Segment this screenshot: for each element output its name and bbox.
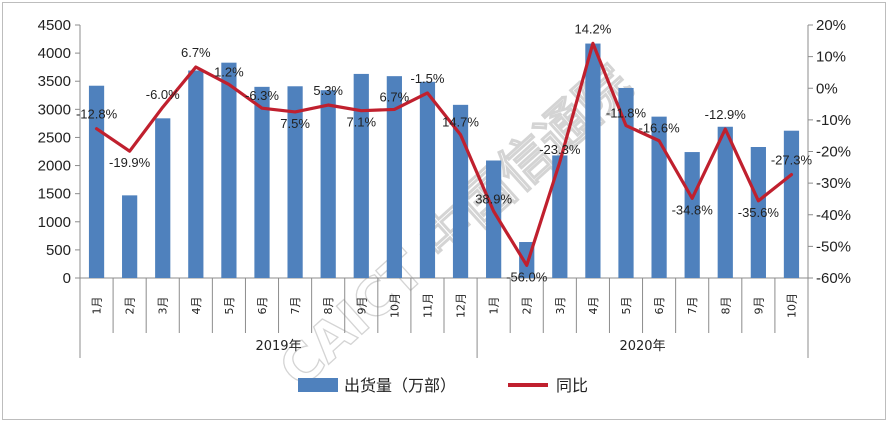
x-axis-category-label: 11月 [421, 293, 434, 318]
legend-label-bar: 出货量（万部） [344, 376, 456, 395]
right-axis-tick-label: 10% [816, 49, 846, 66]
x-axis-category-label: 7月 [686, 297, 699, 315]
bar [618, 87, 634, 278]
bar [122, 195, 138, 278]
bar [452, 104, 469, 278]
x-axis-year-label: 2020年 [619, 339, 665, 354]
x-axis-category-label: 12月 [455, 293, 468, 318]
line-data-label: -1.5% [410, 71, 444, 86]
line-data-label: -12.9% [705, 107, 747, 122]
x-axis-year-label: 2019年 [255, 339, 301, 354]
x-axis-category-label: 3月 [554, 297, 567, 315]
right-axis-tick-label: -40% [816, 207, 851, 224]
x-axis-category-label: 6月 [653, 297, 666, 315]
x-axis-category-label: 5月 [620, 297, 633, 315]
x-axis-category-label: 9月 [355, 297, 368, 315]
line-data-label: -6.0% [146, 87, 180, 102]
line-data-label: -34.8% [672, 202, 714, 217]
bar [155, 118, 171, 278]
line-data-label: 1.2% [214, 64, 244, 79]
line-data-label: -16.6% [638, 121, 680, 136]
bar [717, 126, 733, 278]
bar [783, 130, 800, 278]
line-data-label: 5.3% [313, 83, 343, 98]
right-axis-tick-label: -50% [816, 238, 851, 255]
x-axis-category-label: 10月 [388, 293, 401, 318]
line-data-label: -56.0% [506, 269, 548, 284]
bar [585, 43, 601, 279]
left-axis-tick-label: 2000 [38, 158, 71, 175]
bar [353, 73, 369, 278]
line-data-label: -11.8% [606, 106, 647, 121]
x-axis-category-label: 6月 [256, 297, 269, 315]
bar [419, 81, 436, 278]
legend-swatch-bar [298, 378, 338, 392]
x-axis-category-label: 2月 [521, 297, 534, 315]
line-data-label: 14.7% [442, 115, 479, 130]
bar [651, 116, 667, 279]
legend-label-line: 同比 [556, 376, 588, 395]
line-data-label: -23.3% [539, 142, 581, 157]
x-axis-category-label: 2月 [124, 297, 137, 315]
right-axis-tick-label: -60% [816, 270, 851, 287]
line-data-label: -12.8% [76, 107, 118, 122]
left-axis-tick-label: 0 [63, 270, 71, 287]
right-axis-tick-label: 20% [816, 17, 846, 34]
yoy-line [94, 41, 794, 267]
x-axis-category-label: 8月 [322, 297, 335, 315]
left-axis-tick-label: 500 [46, 242, 71, 259]
bar [386, 76, 402, 278]
left-axis-tick-label: 3500 [38, 73, 71, 90]
x-axis-category-label: 10月 [785, 293, 798, 318]
bar [320, 90, 336, 279]
x-axis-category-label: 9月 [752, 297, 765, 315]
x-axis-category-label: 3月 [157, 297, 170, 315]
left-axis-tick-label: 3000 [38, 101, 71, 118]
bar [254, 86, 270, 278]
bar [552, 155, 568, 278]
left-axis-tick-label: 1000 [38, 214, 71, 231]
left-axis-tick-label: 2500 [38, 129, 71, 146]
line-data-label: 14.2% [574, 21, 611, 36]
x-axis-category-label: 1月 [91, 297, 104, 315]
bar [88, 85, 105, 278]
bar [221, 62, 237, 279]
bar [750, 147, 766, 278]
right-axis-tick-label: -30% [816, 175, 851, 192]
x-axis-category-label: 7月 [289, 297, 302, 315]
line-data-label: -19.9% [109, 155, 151, 170]
x-axis-category-label: 8月 [719, 297, 732, 315]
right-axis-tick-label: 0% [816, 80, 838, 97]
x-axis-category-label: 4月 [587, 297, 600, 315]
line-data-label: -6.3% [245, 88, 279, 103]
x-axis-category-label: 5月 [223, 297, 236, 315]
line-data-label: 7.5% [280, 116, 310, 131]
bar [684, 152, 700, 278]
left-axis-tick-label: 1500 [38, 186, 71, 203]
line-data-label: 7.1% [346, 115, 376, 130]
bar [287, 86, 303, 278]
right-axis-tick-label: -20% [816, 144, 851, 161]
line-data-label: -27.3% [771, 153, 813, 168]
chart-frame [2, 2, 886, 420]
right-axis-tick-label: -10% [816, 112, 851, 129]
line-data-label: 38.9% [475, 191, 512, 206]
line-data-label: 6.7% [181, 45, 211, 60]
x-axis-category-label: 1月 [488, 297, 501, 315]
left-axis-tick-label: 4500 [38, 17, 71, 34]
line-data-label: -35.6% [738, 205, 780, 220]
line-data-label: 6.7% [380, 89, 410, 104]
bar [486, 160, 502, 278]
x-axis-category-label: 4月 [190, 297, 203, 315]
bar [188, 70, 204, 278]
left-axis-tick-label: 4000 [38, 45, 71, 62]
